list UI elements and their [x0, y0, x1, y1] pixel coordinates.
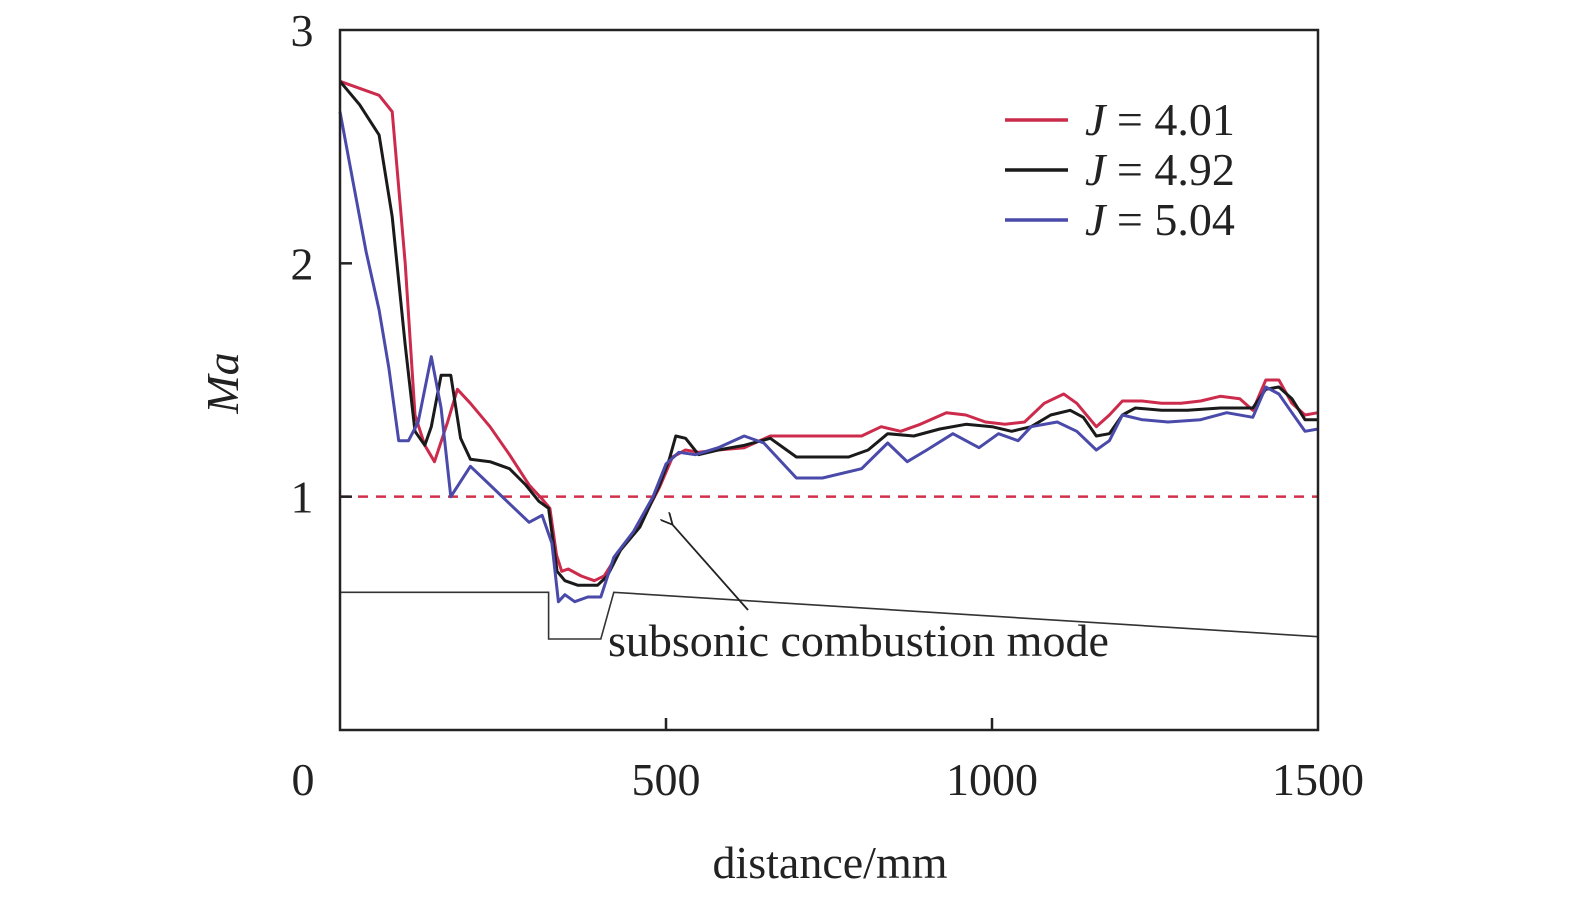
- x-tick-label: 1000: [946, 754, 1038, 805]
- annotation-arrow: [673, 525, 749, 611]
- y-axis-label: Ma: [197, 352, 248, 414]
- x-tick-label: 1500: [1272, 754, 1364, 805]
- x-tick-label: 0: [292, 754, 315, 805]
- plot-frame: [338, 28, 1320, 732]
- y-tick-label: 1: [291, 472, 314, 523]
- legend-label: J = 4.92: [1085, 144, 1235, 195]
- legend-label: J = 4.01: [1085, 94, 1235, 145]
- legend-label: J = 5.04: [1085, 194, 1235, 245]
- y-tick-label: 3: [291, 5, 314, 56]
- x-axis-label: distance/mm: [712, 837, 947, 888]
- series-line-1: [339, 79, 1319, 583]
- legend: J = 4.01J = 4.92J = 5.04: [1005, 94, 1235, 245]
- annotation-label: subsonic combustion mode: [608, 615, 1109, 666]
- series-line-3: [338, 111, 1319, 604]
- combustor-geometry-line: [340, 591, 1319, 640]
- y-tick-label: 2: [291, 238, 314, 289]
- series-line-2: [338, 80, 1318, 587]
- x-tick-label: 500: [632, 754, 701, 805]
